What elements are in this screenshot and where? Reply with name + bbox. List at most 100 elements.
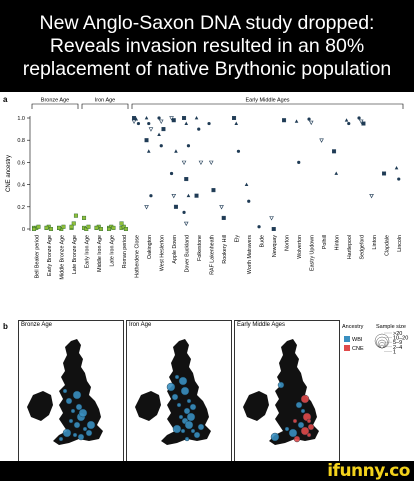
wbi-sample-dot <box>75 403 83 411</box>
data-point <box>107 226 112 231</box>
data-point <box>332 149 337 154</box>
data-point <box>73 213 78 218</box>
wbi-sample-dot <box>186 412 196 422</box>
data-point <box>44 225 49 230</box>
category-label: Sedgeford <box>359 235 365 259</box>
data-point <box>173 204 178 209</box>
cne-swatch <box>344 345 350 351</box>
data-point <box>144 138 149 143</box>
category-label: Newquay <box>272 235 278 257</box>
category-label: Clapdale <box>384 235 390 256</box>
data-point <box>157 132 161 137</box>
y-tick-label: 0.6 <box>17 160 25 166</box>
wbi-sample-dot <box>189 403 197 411</box>
data-point <box>197 127 201 131</box>
data-point <box>297 160 301 164</box>
y-tick-label: 0.8 <box>17 138 25 144</box>
map-iron-age: Iron Age <box>126 320 232 462</box>
data-point <box>136 121 141 126</box>
map-title: Early Middle Ages <box>237 322 286 328</box>
category-label: Late Iron Age <box>109 235 115 267</box>
map-legend: Ancestry Sample size WBI CNE >20 10–20 5–9 2–4 1 <box>340 320 412 400</box>
data-point <box>131 119 137 124</box>
category-label: Hatherdene Close <box>134 235 140 278</box>
wbi-sample-dot <box>197 423 205 431</box>
britain-map <box>135 339 211 445</box>
data-point <box>307 117 311 121</box>
data-point <box>32 226 37 231</box>
group-bracket <box>31 103 79 109</box>
category-label: Polhill <box>322 235 328 249</box>
category-label: Rookery Hill <box>222 235 228 264</box>
data-point <box>174 149 178 153</box>
data-point <box>171 194 177 199</box>
wbi-sample-dot <box>174 374 180 380</box>
y-tick-label: 1.0 <box>17 116 25 122</box>
data-point <box>308 120 314 126</box>
sample-size-label: 2–4 <box>393 345 402 351</box>
data-point <box>71 221 76 226</box>
category-label: Bell Beaker period <box>34 235 40 278</box>
headline-line-2: Reveals invasion resulted in an 80% <box>49 35 365 57</box>
wbi-swatch <box>344 336 350 342</box>
data-point <box>186 144 191 148</box>
wbi-sample-dot <box>86 420 96 430</box>
ifunny-watermark: ifunny.co <box>327 461 410 481</box>
data-point <box>182 210 186 214</box>
sample-size-label: 10–20 <box>393 336 408 342</box>
headline: New Anglo-Saxon DNA study dropped: Revea… <box>0 0 414 92</box>
data-point <box>121 224 126 229</box>
sample-size-circle <box>374 333 390 349</box>
data-point <box>181 160 187 166</box>
category-label: Apple Down <box>172 235 178 264</box>
cne-sample-dot <box>306 418 312 424</box>
data-point <box>148 127 154 132</box>
data-point <box>119 221 124 226</box>
data-point <box>82 215 87 220</box>
britain-map <box>27 339 103 445</box>
category-label: Hartlepool <box>347 235 353 259</box>
wbi-sample-dot <box>178 376 188 386</box>
map-early-middle-ages: Early Middle Ages <box>234 320 340 462</box>
y-tick-label: 0.4 <box>17 183 25 189</box>
cne-sample-dot <box>292 418 298 424</box>
data-point <box>282 118 287 123</box>
data-point <box>149 194 153 198</box>
map-title: Iron Age <box>129 322 152 328</box>
group-label: Iron Age <box>95 98 116 104</box>
category-label: Middle Bronze Age <box>59 235 65 280</box>
data-point <box>158 119 164 124</box>
wbi-sample-dot <box>190 428 196 434</box>
category-label: West Heslerton <box>159 235 165 271</box>
wbi-sample-dot <box>178 414 184 420</box>
legend-wbi-label: WBI <box>352 337 363 343</box>
cne-sample-dot <box>300 426 310 436</box>
wbi-sample-dot <box>166 382 176 392</box>
category-label: Oakington <box>147 235 153 259</box>
data-point <box>234 121 239 125</box>
wbi-sample-dot <box>68 418 74 424</box>
ireland-shape <box>243 391 269 421</box>
wbi-sample-dot <box>284 426 290 432</box>
data-point <box>169 171 174 176</box>
wbi-sample-dot <box>62 428 72 438</box>
wbi-sample-dot <box>180 386 190 396</box>
category-label: Lincoln <box>397 235 403 252</box>
category-label: Folkestone <box>197 235 203 261</box>
data-point <box>361 121 366 126</box>
data-point <box>144 205 149 210</box>
data-point <box>194 116 199 120</box>
data-point <box>61 224 66 229</box>
wbi-sample-dot <box>65 397 73 405</box>
ireland-shape <box>135 391 161 421</box>
group-label: Bronze Age <box>41 98 69 104</box>
category-label: Late Bronze Age <box>72 235 78 274</box>
data-point <box>36 224 41 229</box>
data-point <box>123 226 128 231</box>
data-point <box>48 226 53 231</box>
map-bronze-age: Bronze Age <box>18 320 124 462</box>
category-label: Middle Iron Age <box>97 235 103 272</box>
data-point <box>382 171 387 176</box>
data-point <box>394 165 399 170</box>
